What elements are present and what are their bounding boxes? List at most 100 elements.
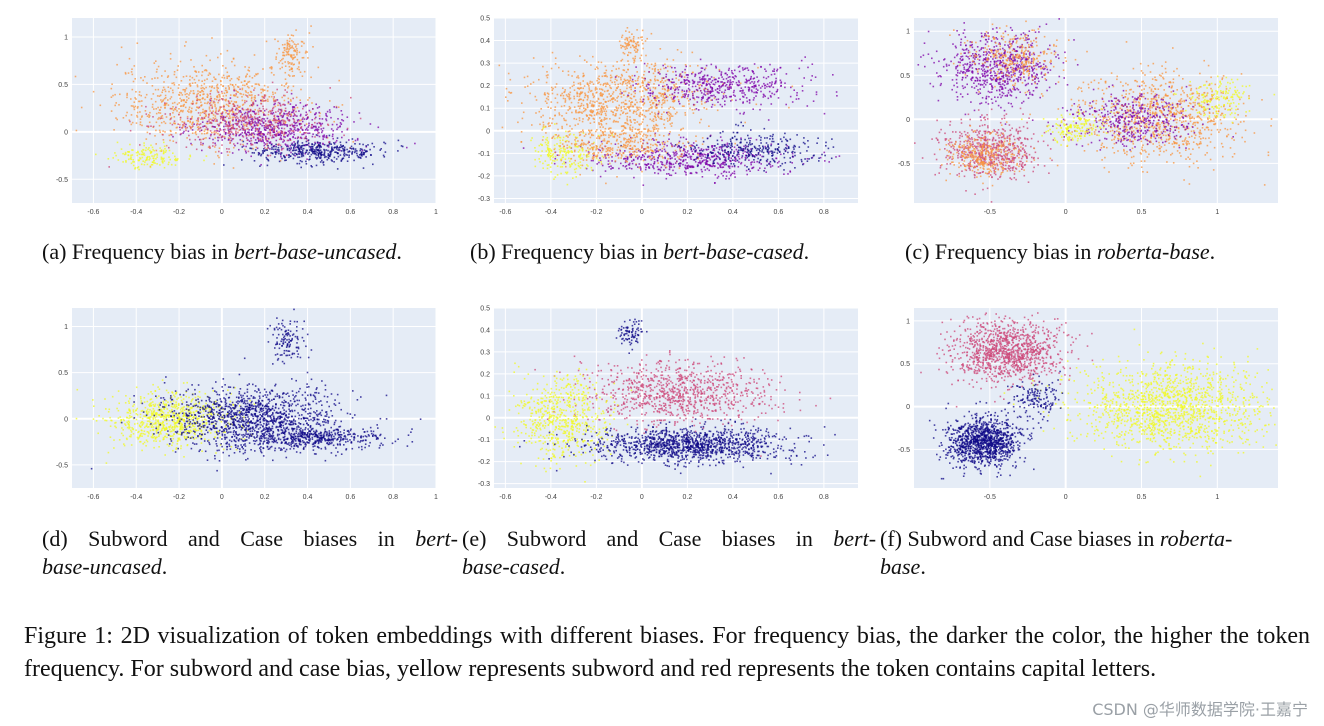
scatter-point [332, 137, 334, 140]
scatter-point [284, 78, 287, 80]
scatter-point [751, 85, 754, 88]
scatter-point [233, 127, 236, 130]
scatter-point [277, 144, 280, 146]
scatter-point [682, 95, 684, 98]
scatter-point [784, 132, 786, 135]
scatter-point [583, 153, 585, 156]
scatter-point [730, 100, 732, 102]
scatter-point [725, 72, 727, 75]
scatter-point [214, 105, 216, 108]
scatter-point [750, 149, 753, 152]
scatter-point [199, 126, 202, 129]
scatter-point [632, 81, 634, 83]
scatter-point [614, 143, 617, 145]
scatter-point [730, 162, 732, 165]
scatter-point [699, 90, 702, 92]
scatter-point [247, 96, 249, 98]
scatter-point [298, 129, 300, 131]
scatter-point [165, 102, 168, 105]
scatter-point [835, 91, 838, 93]
scatter-point [747, 155, 750, 157]
scatter-point [194, 138, 197, 141]
scatter-point [361, 149, 364, 152]
scatter-point [183, 89, 186, 91]
scatter-point [253, 110, 255, 113]
scatter-point [653, 167, 655, 170]
scatter-point [353, 121, 355, 123]
scatter-point [286, 139, 289, 142]
scatter-point [274, 151, 277, 154]
scatter-point [724, 145, 726, 147]
scatter-point [335, 106, 338, 109]
scatter-point [699, 162, 701, 164]
scatter-point [137, 166, 140, 168]
scatter-point [317, 128, 320, 131]
scatter-point [359, 148, 362, 150]
scatter-point [293, 120, 296, 123]
scatter-point [328, 141, 330, 143]
scatter-point [599, 126, 602, 128]
scatter-point [757, 169, 760, 171]
scatter-point [784, 86, 786, 89]
scatter-point [626, 119, 629, 122]
scatter-point [806, 158, 809, 160]
scatter-point [266, 90, 269, 92]
scatter-point [257, 152, 260, 154]
scatter-point [729, 174, 732, 177]
scatter-point [629, 77, 632, 80]
scatter-point [670, 96, 673, 99]
scatter-point [712, 160, 715, 162]
scatter-point [303, 118, 306, 120]
scatter-point [681, 96, 683, 98]
scatter-cluster [223, 134, 404, 170]
scatter-point [277, 40, 279, 43]
scatter-point [731, 172, 734, 174]
scatter-point [302, 144, 304, 147]
scatter-point [649, 89, 652, 91]
scatter-point [658, 71, 661, 73]
scatter-point [264, 120, 267, 122]
scatter-point [287, 48, 289, 50]
scatter-point [307, 153, 309, 155]
scatter-point [320, 125, 322, 127]
scatter-point [257, 138, 260, 140]
scatter-point [188, 134, 190, 137]
scatter-point [318, 115, 321, 117]
scatter-point [605, 122, 608, 125]
scatter-point [406, 146, 408, 149]
scatter-point [599, 102, 601, 105]
scatter-point [162, 89, 164, 91]
scatter-point [767, 119, 770, 121]
scatter-point [545, 74, 548, 77]
scatter-point [290, 151, 292, 154]
scatter-point [687, 150, 689, 152]
scatter-point [739, 82, 742, 85]
scatter-point [597, 77, 599, 80]
scatter-point [628, 86, 631, 89]
scatter-point [685, 138, 688, 140]
scatter-point [256, 128, 258, 130]
scatter-point [661, 103, 663, 106]
scatter-point [279, 112, 281, 114]
scatter-point [249, 105, 251, 107]
scatter-point [741, 155, 744, 157]
scatter-point [668, 153, 670, 156]
scatter-point [181, 127, 183, 129]
scatter-point [740, 161, 743, 164]
scatter-point [775, 80, 777, 82]
chart-panel-b: -0.6 -0.4 -0.2 0 0.2 0.4 0.6 0.8 -0.3 -0.2 -0.1 0 0.… [462, 14, 864, 219]
scatter-point [654, 132, 657, 135]
scatter-point [202, 97, 204, 99]
scatter-point [339, 122, 342, 124]
scatter-point [665, 161, 668, 164]
scatter-point [250, 122, 253, 125]
scatter-point [207, 116, 210, 118]
scatter-point [335, 148, 338, 150]
scatter-point [138, 159, 140, 162]
scatter-point [296, 128, 299, 130]
scatter-point [217, 154, 219, 157]
scatter-point [579, 105, 581, 108]
scatter-point [315, 147, 317, 149]
scatter-point [189, 82, 191, 85]
scatter-point [611, 160, 613, 162]
